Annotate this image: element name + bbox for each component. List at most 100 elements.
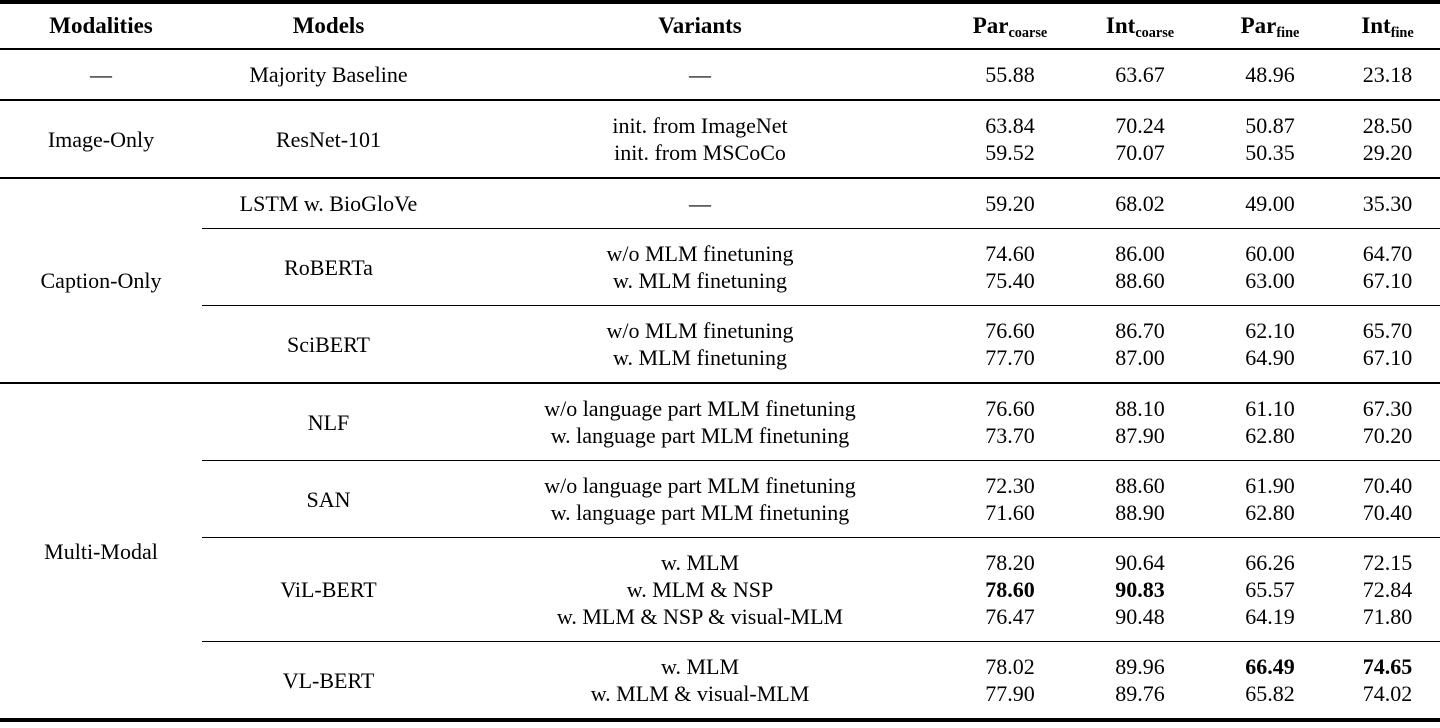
metric-cell: 74.02 xyxy=(1362,681,1413,706)
metric-cell: 74.60 xyxy=(945,228,1075,267)
metric-cell: 78.02 xyxy=(945,641,1075,680)
metric-cell: 87.90 xyxy=(1115,423,1165,448)
variant-cell: w. MLM & NSP xyxy=(626,577,774,602)
metric-cell: 70.07 xyxy=(1115,140,1165,165)
metric-cell: 78.60 xyxy=(985,577,1035,602)
metric-cell: 87.00 xyxy=(1115,345,1165,370)
metric-cell: 28.50 xyxy=(1335,99,1440,139)
variant-cell: w. language part MLM finetuning xyxy=(550,423,850,448)
metric-cell: 74.65 xyxy=(1335,641,1440,680)
metric-cell: 72.84 xyxy=(1362,577,1413,602)
table-row: w. language part MLM finetuning 71.60 88… xyxy=(0,499,1440,538)
table-row: RoBERTa w/o MLM finetuning 74.60 86.00 6… xyxy=(0,228,1440,306)
metric-cell: 62.80 xyxy=(1245,500,1295,525)
variant-cell: w. MLM xyxy=(455,537,945,576)
metric-cell: 60.00 xyxy=(1205,228,1335,267)
variant-cell: w. MLM & NSP & visual-MLM xyxy=(556,604,844,629)
metric-cell: 76.47 xyxy=(985,604,1035,629)
variant-cell: init. from ImageNet xyxy=(455,99,945,139)
metric-cell: 64.90 xyxy=(1245,345,1295,370)
metric-cell: 70.24 xyxy=(1075,99,1205,139)
metric-cell: 71.60 xyxy=(985,500,1035,525)
variant-cell: w. MLM finetuning xyxy=(613,268,787,293)
table-row: w. language part MLM finetuning 73.70 87… xyxy=(0,422,1440,461)
metric-cell: 77.70 xyxy=(985,345,1035,370)
column-header-label: Int xyxy=(1361,13,1391,38)
metric-cell: 55.88 xyxy=(945,48,1075,100)
variant-cell: w/o MLM finetuning xyxy=(455,305,945,344)
model-cell: SciBERT xyxy=(202,305,455,383)
column-header-subscript: fine xyxy=(1390,24,1414,41)
table-row: Multi-Modal NLF w/o language part MLM fi… xyxy=(0,382,1440,720)
table-row: w. MLM finetuning 75.40 88.60 63.00 67.1… xyxy=(0,267,1440,306)
metric-cell: 50.87 xyxy=(1205,99,1335,139)
metric-cell: 48.96 xyxy=(1205,48,1335,100)
metric-cell: 49.00 xyxy=(1205,177,1335,229)
variant-cell: w/o language part MLM finetuning xyxy=(455,382,945,422)
variant-cell: — xyxy=(455,48,945,100)
column-header-int-coarse: Intcoarse xyxy=(1075,2,1205,50)
variant-cell: init. from MSCoCo xyxy=(614,140,786,165)
metric-cell: 67.10 xyxy=(1362,345,1413,370)
metric-cell: 66.49 xyxy=(1205,641,1335,680)
metric-cell: 67.30 xyxy=(1335,382,1440,422)
variant-cell: w. language part MLM finetuning xyxy=(550,500,850,525)
variant-cell: w. MLM xyxy=(455,641,945,680)
column-header-models: Models xyxy=(202,2,455,50)
column-header-subscript: fine xyxy=(1276,24,1300,41)
metric-cell: 90.83 xyxy=(1115,577,1165,602)
column-header-subscript: coarse xyxy=(1135,24,1175,41)
metric-cell: 65.57 xyxy=(1245,577,1295,602)
model-cell: VL-BERT xyxy=(202,641,455,720)
column-header-par-fine: Parfine xyxy=(1205,2,1335,50)
model-cell: SAN xyxy=(202,460,455,538)
metric-cell: 89.76 xyxy=(1115,681,1165,706)
column-header-label: Int xyxy=(1105,13,1136,38)
metric-cell: 70.40 xyxy=(1362,500,1413,525)
metric-cell: 35.30 xyxy=(1335,177,1440,229)
metric-cell: 63.00 xyxy=(1245,268,1295,293)
metric-cell: 59.52 xyxy=(985,140,1035,165)
metric-cell: 78.20 xyxy=(945,537,1075,576)
metric-cell: 89.96 xyxy=(1075,641,1205,680)
modality-cell: Image-Only xyxy=(0,99,202,178)
metric-cell: 90.48 xyxy=(1115,604,1165,629)
metric-cell: 65.70 xyxy=(1335,305,1440,344)
table-row: SciBERT w/o MLM finetuning 76.60 86.70 6… xyxy=(0,305,1440,383)
variant-cell: w. MLM finetuning xyxy=(613,345,787,370)
table-row: Caption-Only LSTM w. BioGloVe — 59.20 68… xyxy=(0,177,1440,383)
table-row: w. MLM & NSP 78.60 90.83 65.57 72.84 xyxy=(0,576,1440,603)
metric-cell: 70.40 xyxy=(1335,460,1440,499)
metric-cell: 73.70 xyxy=(985,423,1035,448)
metric-cell: 61.10 xyxy=(1205,382,1335,422)
model-cell: NLF xyxy=(202,382,455,461)
metric-cell: 90.64 xyxy=(1075,537,1205,576)
model-cell: ViL-BERT xyxy=(202,537,455,642)
model-cell: ResNet-101 xyxy=(202,99,455,178)
variant-cell: w. MLM & visual-MLM xyxy=(590,681,810,706)
column-header-variants: Variants xyxy=(455,2,945,50)
metric-cell: 64.70 xyxy=(1335,228,1440,267)
metric-cell: 88.10 xyxy=(1075,382,1205,422)
metric-cell: 86.00 xyxy=(1075,228,1205,267)
metric-cell: 71.80 xyxy=(1362,604,1413,629)
metric-cell: 62.80 xyxy=(1245,423,1295,448)
table-row: init. from MSCoCo 59.52 70.07 50.35 29.2… xyxy=(0,139,1440,178)
table-row: — Majority Baseline — 55.88 63.67 48.96 … xyxy=(0,48,1440,100)
metric-cell: 76.60 xyxy=(945,305,1075,344)
table-row: w. MLM & NSP & visual-MLM 76.47 90.48 64… xyxy=(0,603,1440,642)
metric-cell: 75.40 xyxy=(985,268,1035,293)
table-row: ViL-BERT w. MLM 78.20 90.64 66.26 72.15 xyxy=(0,537,1440,642)
metric-cell: 67.10 xyxy=(1362,268,1413,293)
variant-cell: w/o language part MLM finetuning xyxy=(455,460,945,499)
metric-cell: 72.30 xyxy=(945,460,1075,499)
metric-cell: 72.15 xyxy=(1335,537,1440,576)
column-header-label: Par xyxy=(972,13,1009,38)
table-row: SAN w/o language part MLM finetuning 72.… xyxy=(0,460,1440,538)
header-row: Modalities Models Variants Parcoarse Int… xyxy=(0,2,1440,50)
metric-cell: 68.02 xyxy=(1075,177,1205,229)
metric-cell: 76.60 xyxy=(945,382,1075,422)
metric-cell: 62.10 xyxy=(1205,305,1335,344)
